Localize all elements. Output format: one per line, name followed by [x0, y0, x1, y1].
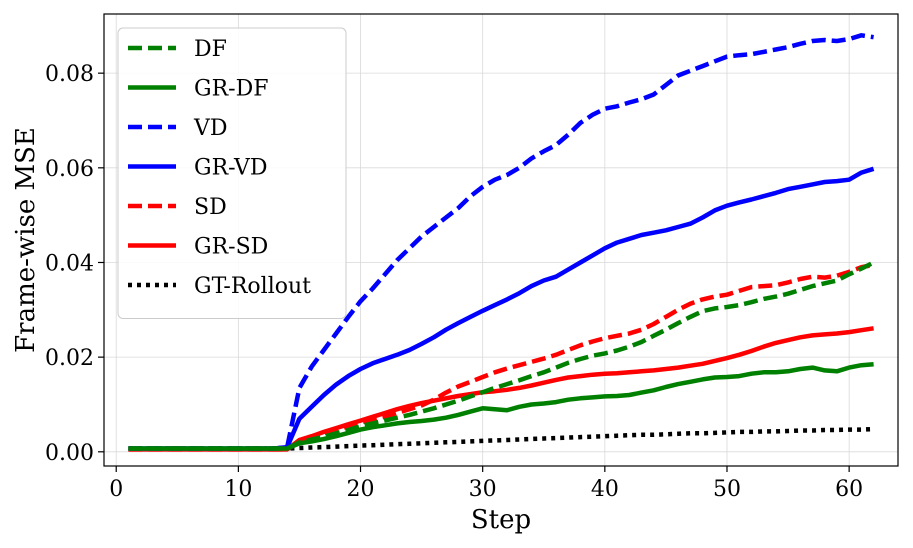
- legend-label: DF: [194, 37, 227, 62]
- y-tick-label: 0.00: [45, 441, 94, 466]
- x-tick-label: 60: [835, 477, 863, 502]
- legend-label: VD: [193, 116, 228, 141]
- legend-label: SD: [194, 195, 227, 220]
- x-tick-label: 10: [224, 477, 252, 502]
- legend-label: GR-DF: [194, 77, 268, 102]
- ticks: 0 10 20 30 40 50 60 0.00 0.02 0.04 0.06 0.08: [45, 62, 863, 502]
- series-layer: [128, 33, 875, 452]
- series-line-df: [128, 260, 875, 451]
- x-axis-label: Step: [471, 505, 531, 535]
- legend-label: GR-SD: [194, 235, 268, 260]
- y-tick-label: 0.08: [45, 62, 94, 87]
- x-tick-label: 20: [347, 477, 375, 502]
- x-tick-label: 0: [109, 477, 123, 502]
- plot-frame: [103, 13, 899, 467]
- y-tick-label: 0.06: [45, 157, 94, 182]
- x-tick-label: 30: [469, 477, 497, 502]
- y-tick-label: 0.04: [45, 251, 94, 276]
- series-line-gt-rollout: [128, 426, 874, 451]
- x-tick-label: 40: [591, 477, 619, 502]
- legend-label: GR-VD: [194, 156, 268, 181]
- y-axis-label: Frame-wise MSE: [11, 127, 41, 353]
- y-tick-label: 0.02: [45, 346, 94, 371]
- legend: DF GR-DF VD GR-VD SD GR-SD GT-Rollout: [117, 27, 347, 319]
- x-tick-label: 50: [713, 477, 741, 502]
- legend-label: GT-Rollout: [194, 274, 311, 299]
